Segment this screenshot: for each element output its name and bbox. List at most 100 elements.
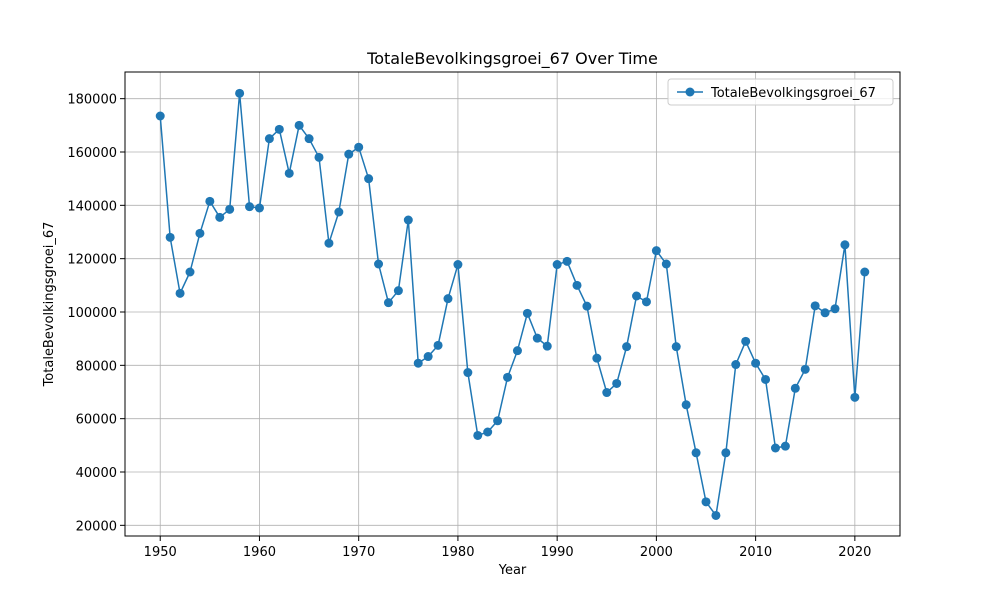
x-tick-label: 2000 (640, 545, 673, 560)
data-point (860, 267, 870, 277)
x-tick-label: 1970 (342, 545, 375, 560)
data-point (741, 336, 751, 346)
data-point (393, 286, 403, 296)
data-point (582, 301, 592, 311)
data-point (155, 111, 165, 121)
data-point (602, 388, 612, 398)
data-point (661, 259, 671, 269)
data-point (423, 352, 433, 362)
data-point (622, 342, 632, 352)
legend-box (667, 78, 894, 106)
data-point (443, 294, 453, 304)
data-point (493, 416, 503, 426)
data-point (294, 120, 304, 130)
x-tick-label: 1960 (243, 545, 276, 560)
data-point (532, 333, 542, 343)
data-point (473, 430, 483, 440)
data-point (522, 308, 532, 318)
data-point (830, 304, 840, 314)
data-point (165, 232, 175, 242)
data-point (820, 308, 830, 318)
data-point (721, 448, 731, 458)
data-point (512, 346, 522, 356)
y-tick-label: 40000 (76, 466, 117, 481)
data-point (304, 134, 314, 144)
data-point (711, 510, 721, 520)
data-point (780, 441, 790, 451)
data-point (542, 341, 552, 351)
x-tick-label: 1980 (441, 545, 474, 560)
data-point (671, 342, 681, 352)
chart-title: TotaleBevolkingsgroei_67 Over Time (366, 49, 658, 69)
data-point (383, 298, 393, 308)
data-point (175, 288, 185, 298)
data-point (463, 368, 473, 378)
data-point (314, 152, 324, 162)
plot-frame (124, 71, 901, 537)
data-point (800, 364, 810, 374)
x-axis: 1950 1960 1970 1980 1990 2000 2010 2020 (144, 536, 871, 560)
data-point (364, 174, 374, 184)
data-point (790, 383, 800, 393)
data-point (354, 142, 364, 152)
data-point (185, 267, 195, 277)
x-tick-label: 1990 (541, 545, 574, 560)
data-point (235, 88, 245, 98)
data-point (503, 372, 513, 382)
data-point (284, 168, 294, 178)
data-point (324, 238, 334, 248)
data-point (572, 280, 582, 290)
data-point (761, 374, 771, 384)
y-axis-title: TotaleBevolkingsgroei_67 (42, 222, 57, 388)
data-point (681, 400, 691, 410)
data-point (374, 259, 384, 269)
data-point (413, 358, 423, 368)
data-point (552, 260, 562, 270)
data-point (731, 360, 741, 370)
data-point (810, 301, 820, 311)
data-point (225, 204, 235, 214)
data-point (651, 246, 661, 256)
data-point (632, 291, 642, 301)
data-point (254, 203, 264, 213)
data-point (751, 358, 761, 368)
data-point (215, 212, 225, 222)
data-point (691, 448, 701, 458)
legend-label: TotaleBevolkingsgroei_67 (710, 86, 876, 101)
y-tick-label: 100000 (67, 306, 117, 321)
data-point (701, 497, 711, 507)
data-point (483, 427, 493, 437)
data-point (195, 228, 205, 238)
x-tick-label: 1950 (144, 545, 177, 560)
y-tick-label: 80000 (76, 359, 117, 374)
data-point (840, 240, 850, 250)
x-tick-label: 2020 (838, 545, 871, 560)
y-tick-label: 60000 (76, 413, 117, 428)
data-point (344, 149, 354, 159)
data-point (403, 215, 413, 225)
data-point (453, 260, 463, 270)
legend: TotaleBevolkingsgroei_67 (667, 78, 894, 106)
data-point (274, 124, 284, 134)
data-point (592, 353, 602, 363)
series-layer (155, 88, 870, 520)
data-point (770, 443, 780, 453)
data-point (433, 340, 443, 350)
data-point (264, 134, 274, 144)
data-point (562, 256, 572, 266)
data-point (850, 392, 860, 402)
x-axis-title: Year (498, 563, 527, 578)
x-tick-label: 2010 (739, 545, 772, 560)
y-axis: 20000 40000 60000 80000 100000 120000 140000 16… (67, 93, 125, 534)
y-tick-label: 160000 (67, 146, 117, 161)
y-tick-label: 120000 (67, 253, 117, 268)
data-point (612, 378, 622, 388)
y-tick-label: 20000 (76, 519, 117, 534)
data-point (334, 207, 344, 217)
legend-marker-swatch (685, 87, 695, 97)
data-point (205, 196, 215, 206)
data-point (245, 202, 255, 212)
y-tick-label: 140000 (67, 199, 117, 214)
data-point (641, 297, 651, 307)
